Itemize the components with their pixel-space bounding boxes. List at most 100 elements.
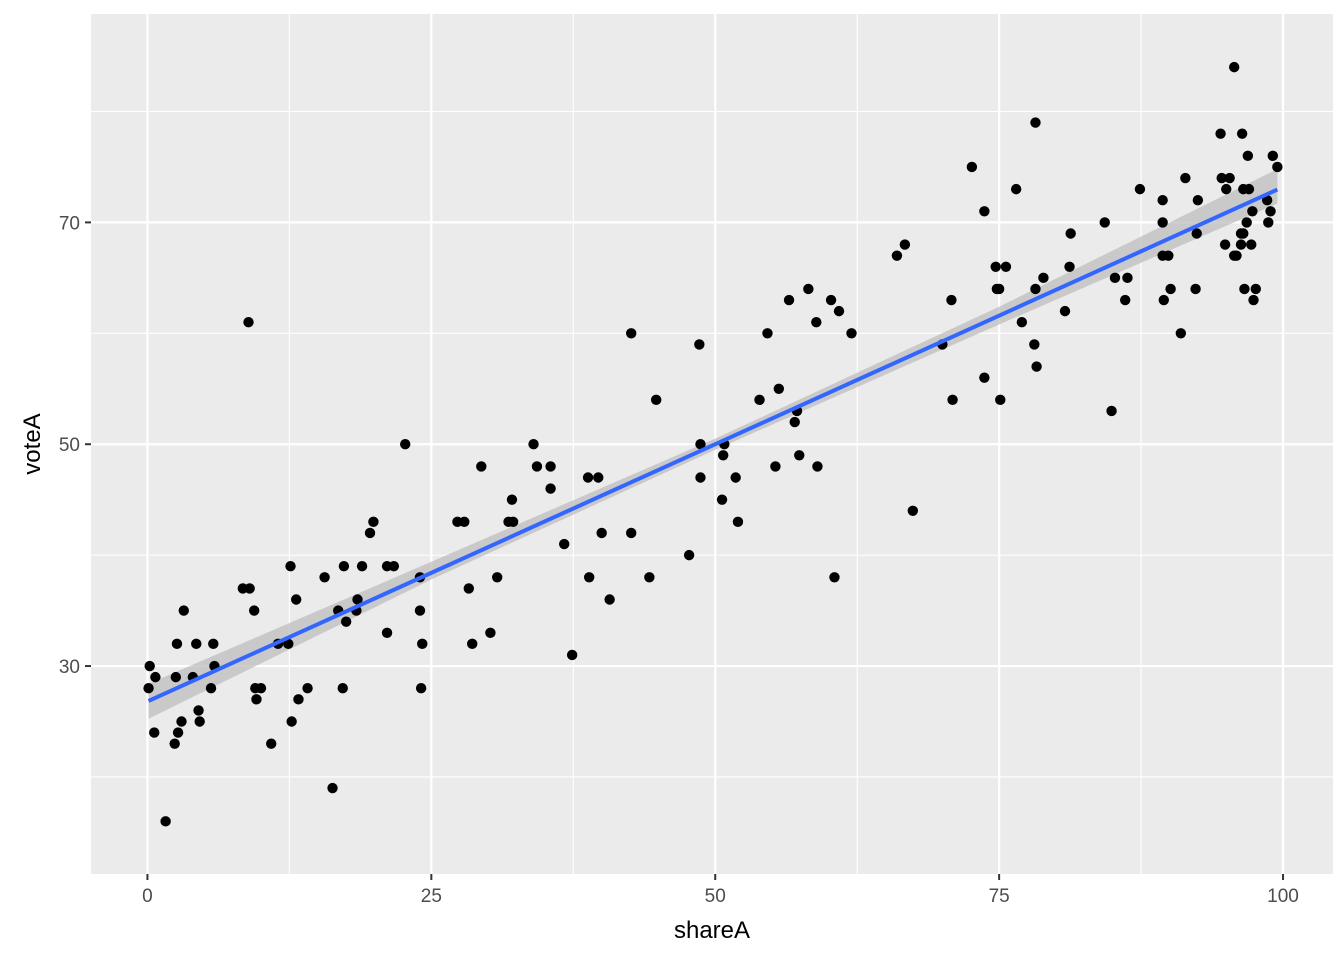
data-point (891, 250, 903, 261)
x-tick-label: 25 (421, 886, 442, 907)
data-point (1010, 183, 1022, 195)
data-point (829, 572, 840, 583)
data-point (1059, 305, 1071, 317)
data-point (754, 394, 765, 406)
data-point (319, 572, 330, 583)
data-point (1243, 183, 1255, 195)
data-point (208, 638, 219, 650)
data-point (1261, 195, 1273, 206)
data-point (1242, 150, 1254, 162)
data-point (144, 660, 155, 672)
data-point (979, 206, 990, 217)
data-point (364, 527, 376, 539)
fit-line-layer (147, 187, 1279, 703)
data-point (1239, 283, 1250, 295)
data-point (205, 683, 217, 694)
data-point (150, 671, 161, 683)
data-point (1109, 272, 1121, 284)
data-point (1263, 217, 1274, 228)
data-point (730, 472, 741, 483)
data-point (178, 605, 189, 616)
data-point (1180, 172, 1191, 184)
data-point (1221, 183, 1232, 195)
data-point (993, 283, 1005, 295)
data-point (285, 561, 296, 572)
data-point (825, 294, 837, 306)
data-point (695, 472, 706, 483)
data-point (990, 261, 1001, 272)
data-point (582, 472, 594, 483)
data-point (773, 383, 785, 394)
data-point (243, 317, 254, 328)
data-point (812, 461, 823, 472)
data-point (1231, 250, 1242, 261)
data-point (770, 461, 781, 472)
data-point (1000, 261, 1012, 272)
data-point (1099, 217, 1110, 228)
data-point (169, 738, 180, 749)
data-point (302, 683, 313, 694)
data-point (995, 394, 1006, 406)
data-point (143, 683, 154, 694)
data-point (644, 572, 655, 583)
data-point (528, 439, 539, 450)
x-tick-label: 100 (1267, 886, 1299, 907)
data-point (789, 416, 800, 428)
data-point (417, 638, 428, 650)
data-point (507, 516, 519, 528)
data-point (626, 328, 637, 339)
data-point (1038, 272, 1049, 284)
data-point (255, 683, 267, 694)
data-point (340, 616, 352, 627)
data-point (566, 649, 578, 661)
data-point (1248, 294, 1259, 306)
data-point (193, 705, 204, 716)
data-point (467, 638, 478, 650)
data-point (803, 283, 814, 295)
data-point (1246, 239, 1257, 250)
data-point (1016, 317, 1028, 328)
data-point (1219, 239, 1231, 250)
data-point (593, 472, 604, 483)
data-point (1192, 195, 1204, 206)
data-point (907, 505, 919, 516)
data-point (545, 461, 556, 472)
data-point (1134, 183, 1146, 195)
data-point (293, 694, 304, 705)
data-point (1065, 228, 1076, 239)
data-point (783, 294, 795, 306)
data-point (1157, 195, 1168, 206)
data-point (248, 605, 260, 616)
data-point (762, 328, 773, 339)
data-point (1122, 272, 1133, 284)
y-tick-label: 70 (59, 213, 80, 234)
data-point (400, 439, 411, 450)
data-point (1157, 217, 1168, 228)
data-point (1235, 239, 1247, 250)
data-point (716, 494, 728, 505)
data-point (1031, 361, 1042, 372)
data-point (899, 239, 911, 250)
data-point (459, 516, 470, 528)
data-point (1236, 128, 1248, 139)
data-point (283, 638, 294, 650)
data-point (1250, 283, 1261, 295)
y-axis-title: voteA (19, 413, 46, 474)
data-point (626, 527, 637, 539)
data-point (596, 527, 607, 539)
regression-line (147, 187, 1279, 703)
data-point (1190, 283, 1201, 295)
data-point (381, 627, 393, 638)
data-point (1165, 283, 1176, 295)
data-point (485, 627, 496, 638)
data-point (545, 483, 556, 494)
data-point (176, 716, 187, 727)
data-point (338, 561, 350, 572)
data-point (149, 727, 160, 738)
x-tick-label: 75 (989, 886, 1010, 907)
x-axis-title: shareA (674, 917, 750, 944)
data-point (979, 372, 990, 383)
data-point (171, 638, 183, 650)
data-point (1224, 172, 1235, 184)
data-point (194, 716, 205, 727)
